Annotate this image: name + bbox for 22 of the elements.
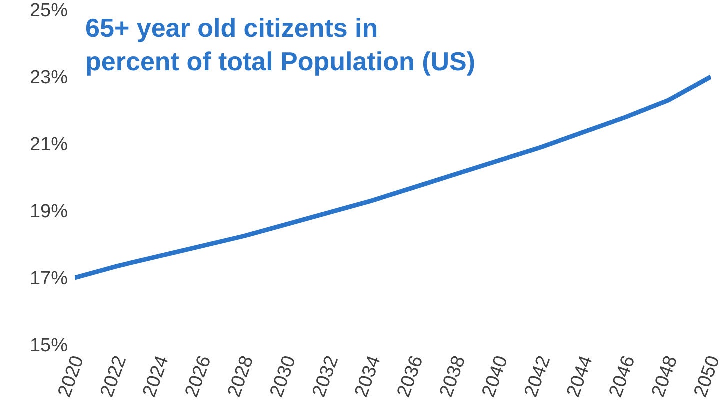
y-tick-label: 19% bbox=[30, 202, 68, 223]
x-tick-label: 2034 bbox=[351, 352, 386, 400]
x-tick-label: 2048 bbox=[648, 353, 682, 400]
x-tick-label: 2040 bbox=[478, 353, 513, 400]
y-tick-label: 21% bbox=[30, 134, 68, 156]
x-tick-label: 2022 bbox=[96, 353, 132, 400]
line-series bbox=[75, 74, 711, 280]
x-tick-label: 2044 bbox=[563, 352, 598, 400]
x-tick-label: 2036 bbox=[394, 353, 428, 400]
y-tick-label: 23% bbox=[30, 68, 68, 89]
x-tick-label: 2046 bbox=[606, 353, 640, 400]
y-tick-label: 25% bbox=[30, 0, 68, 22]
text: 65+ year old citizents in percent of total Population (US) bbox=[86, 12, 476, 77]
y-tick-label: 17% bbox=[30, 268, 68, 290]
x-tick-label: 2038 bbox=[436, 353, 470, 400]
x-tick-label: 2030 bbox=[266, 353, 301, 400]
x-tick-label: 2032 bbox=[308, 353, 344, 400]
x-tick-label: 2050 bbox=[690, 353, 725, 400]
x-tick-label: 2042 bbox=[520, 353, 556, 400]
x-tick-label: 2028 bbox=[224, 353, 258, 400]
x-tick-label: 2026 bbox=[182, 353, 216, 400]
x-tick-label: 2024 bbox=[139, 352, 174, 400]
